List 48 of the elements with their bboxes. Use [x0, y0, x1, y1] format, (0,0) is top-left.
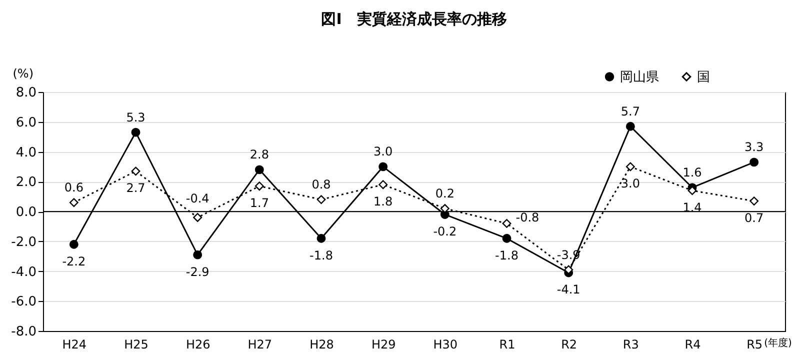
data-label: 5.3 [126, 110, 146, 124]
legend-label: 国 [697, 70, 710, 85]
y-tick-label: -4.0 [11, 264, 36, 280]
y-tick-label: -2.0 [11, 234, 36, 250]
data-label: 1.7 [250, 196, 269, 210]
data-label: 3.0 [620, 176, 640, 191]
data-label: -1.8 [310, 248, 333, 262]
data-label: -2.9 [186, 264, 210, 279]
data-label: -0.2 [433, 224, 457, 238]
x-tick-label: H27 [248, 338, 272, 352]
legend-label: 岡山県 [620, 70, 659, 85]
y-tick-label: -6.0 [11, 294, 36, 310]
data-label: -1.8 [495, 248, 518, 262]
data-label: 5.7 [620, 104, 640, 118]
x-tick-label: H24 [62, 338, 87, 352]
y-tick-label: -8.0 [11, 324, 36, 340]
data-label: -2.2 [62, 254, 86, 268]
x-tick-label: H28 [310, 338, 334, 352]
x-tick-label: H25 [124, 338, 148, 352]
x-tick-label: R3 [622, 338, 639, 352]
y-axis-title: (%) [12, 66, 34, 80]
data-label: 1.6 [682, 166, 702, 180]
data-label: 3.0 [374, 144, 393, 159]
y-tick-label: 4.0 [16, 145, 36, 160]
data-label: -0.8 [516, 210, 540, 224]
chart-title: 図Ⅰ 実質経済成長率の推移 [321, 10, 507, 28]
y-tick-label: 2.0 [16, 175, 36, 190]
data-label: 2.7 [126, 181, 146, 196]
x-tick-label: R4 [684, 338, 701, 352]
data-label: 0.7 [744, 211, 764, 226]
x-tick-label: R2 [561, 338, 578, 352]
data-label: 0.2 [435, 186, 454, 201]
x-tick-label: R5 [746, 338, 763, 352]
data-label: 3.3 [744, 140, 764, 154]
y-tick-label: 8.0 [16, 86, 36, 100]
data-label: 0.6 [64, 180, 84, 195]
y-tick-label: 6.0 [16, 115, 36, 130]
data-label: 2.8 [250, 148, 269, 162]
x-tick-label: R1 [499, 338, 516, 352]
x-tick-label: H26 [186, 338, 210, 352]
data-label: 0.8 [312, 178, 331, 192]
x-tick-label: H29 [371, 338, 396, 352]
data-label: -0.4 [186, 191, 210, 206]
y-tick-label: 0.0 [16, 205, 36, 220]
text: (年度) [764, 337, 792, 349]
data-label: -4.1 [556, 282, 580, 297]
data-label: 1.8 [374, 194, 393, 209]
x-tick-label: H30 [433, 338, 458, 352]
